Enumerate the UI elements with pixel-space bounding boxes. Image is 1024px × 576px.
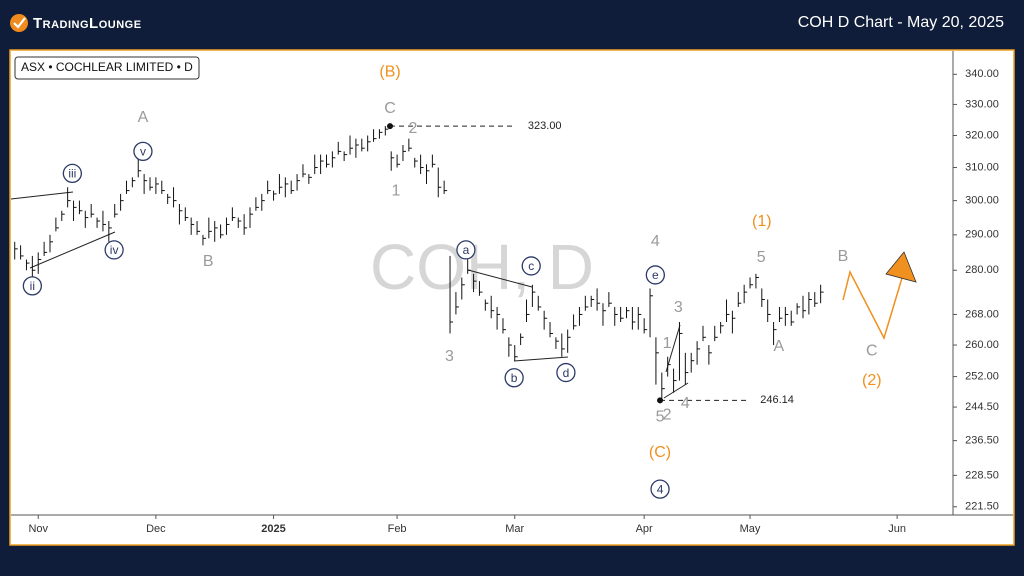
logo-text: TradingLounge	[33, 15, 142, 32]
wave-circle	[22, 276, 43, 296]
wave-label: 5	[757, 249, 766, 266]
wave-label: c	[528, 259, 534, 273]
wave-circle	[456, 240, 476, 260]
watermark: COH, D	[370, 231, 594, 303]
wave-label: (C)	[649, 444, 671, 461]
y-tick-label: 330.00	[965, 98, 999, 110]
wave-label: B	[838, 248, 849, 265]
wave-circle	[133, 141, 153, 162]
x-tick-label: May	[740, 523, 761, 535]
y-tick-label: 252.00	[965, 370, 999, 382]
legend-text: ASX • COCHLEAR LIMITED • D	[21, 60, 193, 74]
y-tick-label: 228.50	[965, 469, 999, 481]
wave-label: 3	[674, 299, 683, 316]
wave-circle	[556, 362, 576, 383]
y-tick-label: 340.00	[965, 68, 999, 80]
legend-box	[14, 56, 200, 80]
header-title: COH D Chart - May 20, 2025	[798, 14, 1004, 31]
wave-circle	[521, 256, 541, 276]
wave-label: 5	[656, 408, 665, 425]
y-tick-label: 260.00	[965, 339, 999, 351]
y-tick-label: 300.00	[965, 195, 999, 207]
level-dot	[657, 397, 664, 404]
wave-label: C	[384, 100, 396, 117]
x-tick-label: Dec	[146, 523, 166, 535]
wave-label: 4	[657, 482, 664, 496]
x-tick-label: Mar	[505, 523, 524, 535]
wave-label: iv	[110, 243, 119, 257]
wave-label: d	[563, 366, 570, 380]
channel-line	[10, 191, 74, 200]
y-tick-label: 221.50	[965, 501, 999, 513]
wave-label: 3	[445, 348, 454, 365]
level-label: 246.14	[760, 394, 794, 406]
wave-label: e	[652, 268, 659, 282]
wave-label: ii	[30, 279, 35, 293]
wave-label: 2	[663, 406, 672, 423]
y-tick-label: 310.00	[965, 161, 999, 173]
x-tick-label: Feb	[388, 523, 407, 535]
y-tick-label: 290.00	[965, 229, 999, 241]
wave-circle	[504, 368, 524, 388]
wave-label: iii	[68, 167, 76, 181]
wave-label: (1)	[752, 213, 772, 230]
x-tick-label: Jun	[888, 523, 906, 535]
channel-line	[467, 269, 533, 288]
projection-arrow	[885, 251, 917, 283]
y-tick-label: 244.50	[965, 401, 999, 413]
wave-label: 4	[651, 233, 660, 250]
y-tick-label: 268.00	[965, 308, 999, 320]
wave-circle	[62, 163, 83, 184]
logo-icon	[10, 14, 28, 32]
wave-label: v	[140, 145, 146, 159]
y-tick-label: 320.00	[965, 129, 999, 141]
y-tick-label: 236.50	[965, 435, 999, 447]
wave-label: 4	[681, 395, 690, 412]
wave-circle	[645, 265, 665, 285]
wave-label: C	[866, 343, 878, 360]
wave-label: 2	[409, 120, 418, 137]
projection-path	[842, 269, 903, 340]
wave-label: A	[774, 338, 785, 355]
wave-label: (2)	[862, 372, 882, 389]
chart-panel	[9, 49, 1015, 546]
price-bars	[14, 126, 824, 401]
wave-label: 1	[391, 182, 400, 199]
y-tick-label: 280.00	[965, 264, 999, 276]
level-dot	[387, 123, 394, 130]
wave-label: b	[511, 371, 518, 385]
wave-label: (B)	[379, 64, 400, 81]
x-tick-label: Apr	[636, 523, 653, 535]
x-tick-label: 2025	[261, 523, 285, 535]
logo-check	[13, 17, 26, 29]
channel-line	[29, 231, 116, 269]
wave-label: 1	[663, 335, 672, 352]
channel-line	[663, 382, 689, 399]
level-label: 323.00	[528, 120, 562, 132]
wave-label: a	[463, 243, 470, 257]
wave-lines	[10, 191, 689, 399]
wave-circle	[650, 479, 670, 499]
wave-label: A	[138, 109, 149, 126]
x-tick-label: Nov	[28, 523, 48, 535]
wave-circle	[104, 240, 124, 260]
wave-label: B	[203, 253, 214, 270]
channel-line	[513, 356, 569, 362]
